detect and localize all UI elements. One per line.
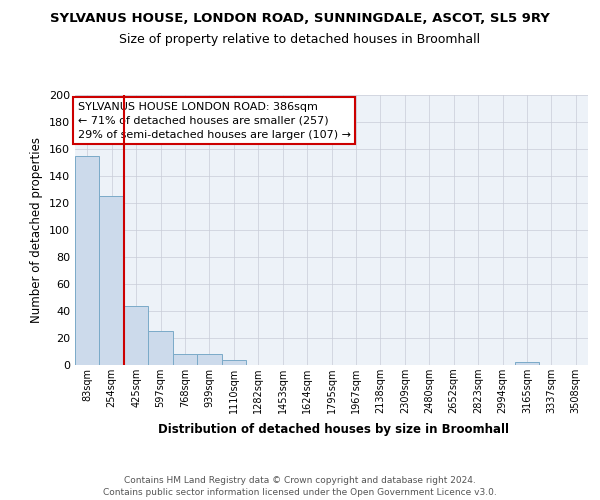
Bar: [173, 354, 197, 365]
Text: SYLVANUS HOUSE, LONDON ROAD, SUNNINGDALE, ASCOT, SL5 9RY: SYLVANUS HOUSE, LONDON ROAD, SUNNINGDALE…: [50, 12, 550, 26]
Bar: [221, 360, 246, 365]
Bar: [197, 354, 221, 365]
Text: Distribution of detached houses by size in Broomhall: Distribution of detached houses by size …: [158, 422, 509, 436]
Bar: [124, 306, 148, 365]
Y-axis label: Number of detached properties: Number of detached properties: [31, 137, 43, 323]
Bar: [515, 362, 539, 365]
Bar: [100, 196, 124, 365]
Text: Contains HM Land Registry data © Crown copyright and database right 2024.
Contai: Contains HM Land Registry data © Crown c…: [103, 476, 497, 497]
Text: SYLVANUS HOUSE LONDON ROAD: 386sqm
← 71% of detached houses are smaller (257)
29: SYLVANUS HOUSE LONDON ROAD: 386sqm ← 71%…: [77, 102, 350, 140]
Bar: [75, 156, 100, 365]
Bar: [148, 331, 173, 365]
Text: Size of property relative to detached houses in Broomhall: Size of property relative to detached ho…: [119, 32, 481, 46]
